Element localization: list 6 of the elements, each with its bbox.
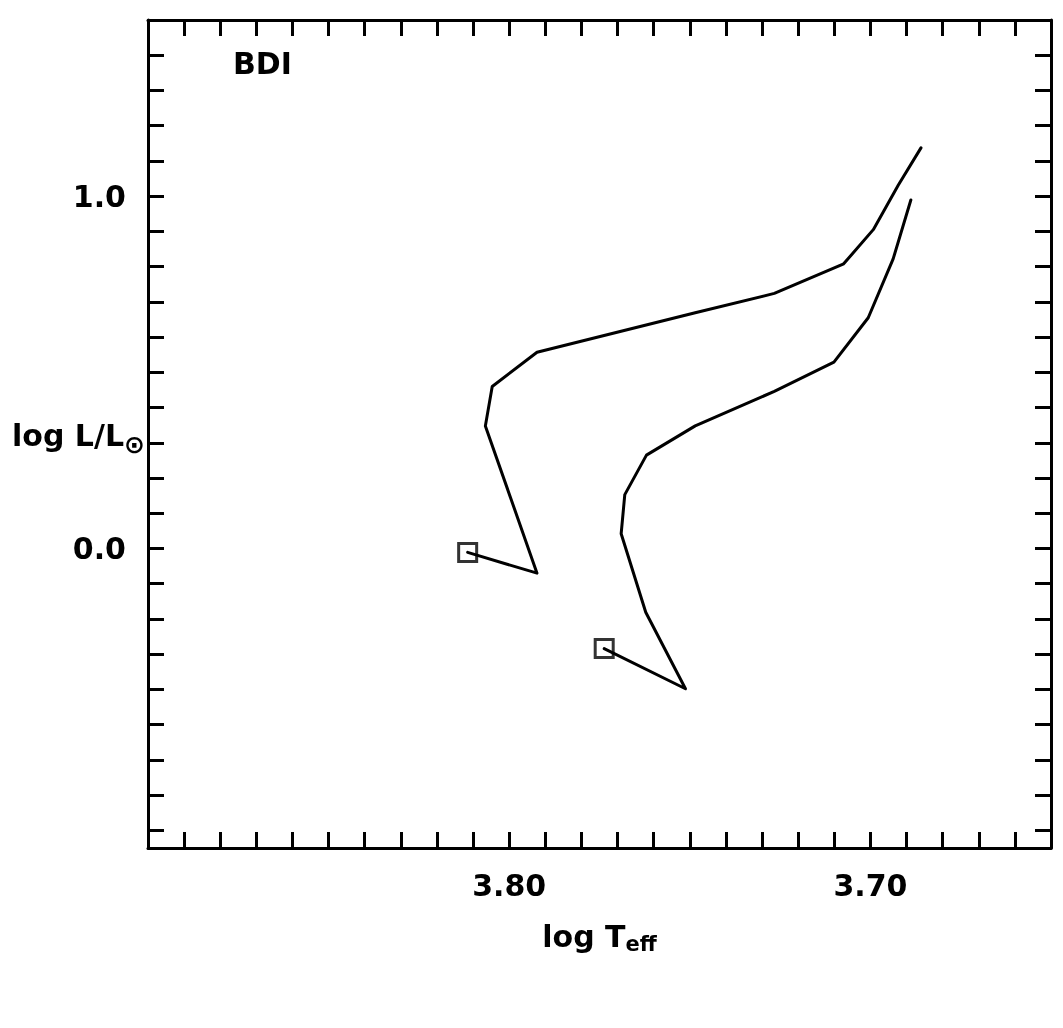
x-tick-label: 3.80 (472, 867, 547, 903)
y-tick-label: 0.0 (72, 531, 126, 567)
x-tick-label: 3.70 (833, 867, 908, 903)
annotation: BDI (233, 45, 292, 81)
y-axis-title: log L/L$_{⊙}$ (12, 418, 145, 459)
y-tick-label: 1.0 (72, 178, 126, 214)
